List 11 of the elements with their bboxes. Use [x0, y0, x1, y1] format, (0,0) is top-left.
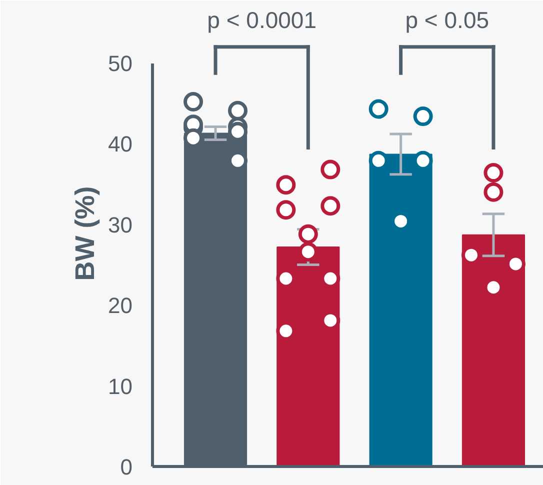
y-tick-label: 0: [120, 454, 133, 480]
bar: [369, 154, 432, 466]
bar: [462, 234, 526, 466]
y-tick-label: 30: [108, 212, 133, 238]
text: p < 0.0001: [207, 6, 317, 33]
y-axis-title: BW (%): [70, 186, 100, 281]
y-tick-label: 50: [108, 51, 133, 76]
y-tick-label: 40: [108, 132, 133, 157]
text: p < 0.05: [405, 6, 490, 33]
y-tick-label: 20: [108, 293, 133, 318]
y-tick-label: 10: [108, 374, 133, 399]
